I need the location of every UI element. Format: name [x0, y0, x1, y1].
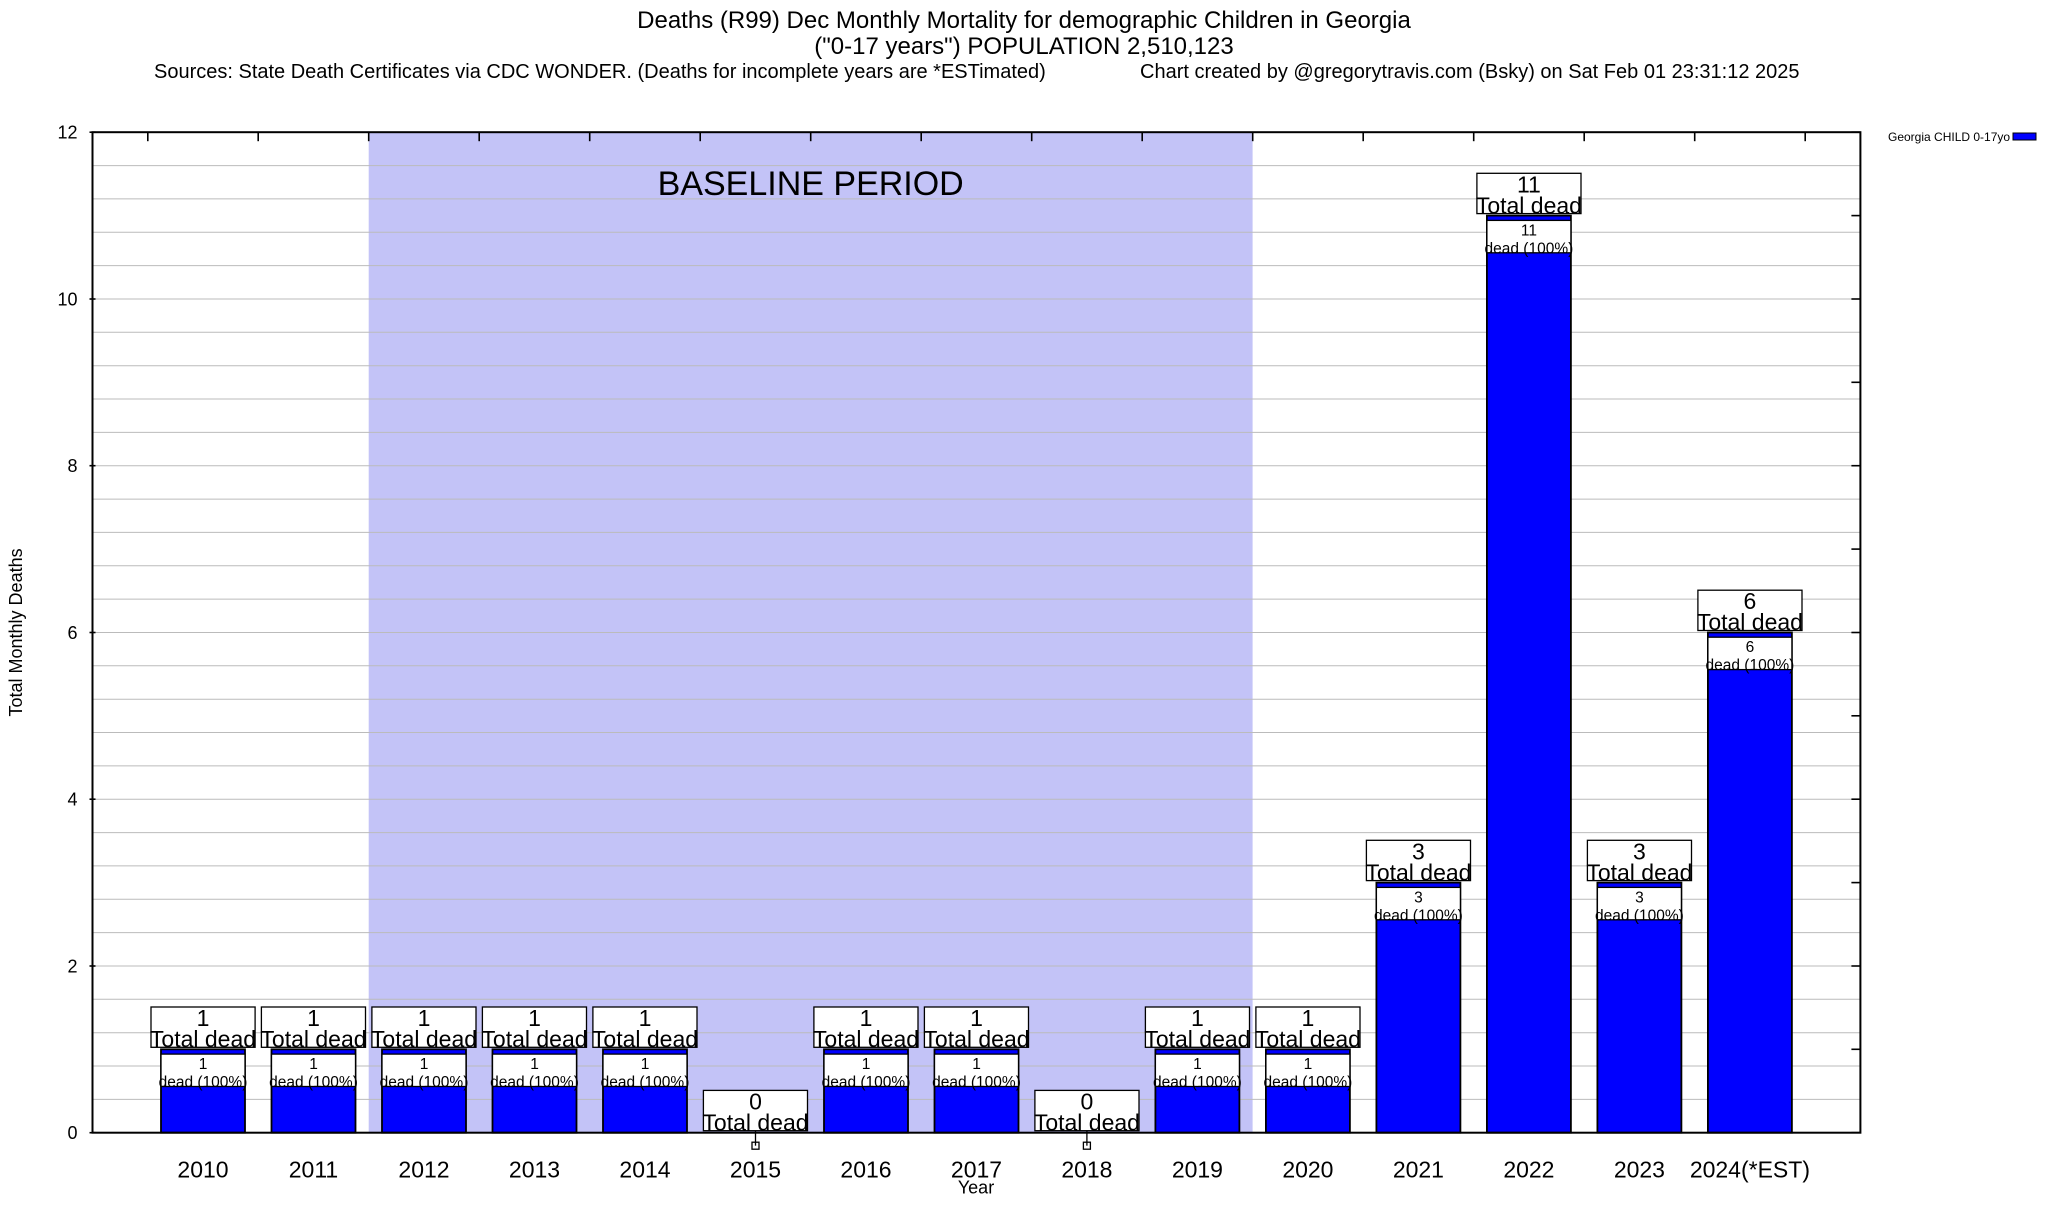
svg-text:6: 6 [1746, 639, 1755, 656]
svg-text:dead (100%): dead (100%) [1374, 907, 1463, 924]
svg-text:3: 3 [1414, 889, 1423, 906]
svg-text:2022: 2022 [1503, 1157, 1554, 1183]
svg-text:Total dead: Total dead [1255, 1026, 1361, 1052]
svg-text:2011: 2011 [289, 1157, 338, 1183]
svg-text:1: 1 [309, 1056, 318, 1073]
svg-text:2013: 2013 [509, 1157, 560, 1183]
svg-text:Georgia CHILD 0-17yo: Georgia CHILD 0-17yo [1888, 130, 2010, 144]
svg-text:dead (100%): dead (100%) [822, 1074, 911, 1091]
svg-text:BASELINE PERIOD: BASELINE PERIOD [658, 165, 964, 203]
svg-text:dead (100%): dead (100%) [1264, 1074, 1353, 1091]
svg-text:3: 3 [1635, 889, 1644, 906]
svg-text:Total dead: Total dead [923, 1026, 1029, 1052]
svg-text:dead (100%): dead (100%) [1595, 907, 1684, 924]
svg-text:Chart created by @gregorytravi: Chart created by @gregorytravis.com (Bsk… [1140, 61, 1800, 83]
svg-text:dead (100%): dead (100%) [490, 1074, 579, 1091]
svg-text:Total dead: Total dead [1144, 1026, 1250, 1052]
svg-text:dead (100%): dead (100%) [601, 1074, 690, 1091]
svg-text:4: 4 [67, 790, 77, 810]
svg-text:1: 1 [972, 1056, 981, 1073]
svg-text:dead (100%): dead (100%) [380, 1074, 469, 1091]
svg-text:1: 1 [530, 1056, 539, 1073]
svg-text:Total dead: Total dead [150, 1026, 256, 1052]
svg-text:("0-17 years") POPULATION 2,51: ("0-17 years") POPULATION 2,510,123 [814, 33, 1233, 60]
svg-text:12: 12 [57, 123, 77, 143]
svg-text:1: 1 [1304, 1056, 1313, 1073]
svg-text:Year: Year [958, 1178, 994, 1198]
svg-text:Total dead: Total dead [813, 1026, 919, 1052]
svg-text:2012: 2012 [398, 1157, 449, 1183]
svg-text:dead (100%): dead (100%) [159, 1074, 248, 1091]
svg-text:2023: 2023 [1614, 1157, 1665, 1183]
svg-text:Total dead: Total dead [1365, 859, 1471, 885]
svg-text:Total dead: Total dead [481, 1026, 587, 1052]
svg-text:1: 1 [862, 1056, 871, 1073]
svg-text:2014: 2014 [619, 1157, 670, 1183]
svg-text:dead (100%): dead (100%) [1706, 657, 1795, 674]
svg-text:Total dead: Total dead [592, 1026, 698, 1052]
svg-text:2020: 2020 [1282, 1157, 1333, 1183]
svg-text:Total dead: Total dead [371, 1026, 477, 1052]
svg-text:dead (100%): dead (100%) [1485, 240, 1574, 257]
svg-text:Sources: State Death Certifica: Sources: State Death Certificates via CD… [154, 61, 1046, 83]
svg-text:Total Monthly Deaths: Total Monthly Deaths [6, 548, 26, 716]
svg-text:6: 6 [67, 623, 77, 643]
svg-text:1: 1 [1193, 1056, 1202, 1073]
svg-text:2010: 2010 [177, 1157, 228, 1183]
svg-text:2021: 2021 [1393, 1157, 1444, 1183]
svg-text:2019: 2019 [1172, 1157, 1223, 1183]
svg-text:8: 8 [67, 456, 77, 476]
svg-text:11: 11 [1521, 222, 1537, 239]
svg-text:dead (100%): dead (100%) [1153, 1074, 1242, 1091]
svg-text:Total dead: Total dead [1586, 859, 1692, 885]
svg-text:2015: 2015 [730, 1157, 781, 1183]
svg-text:10: 10 [57, 290, 77, 310]
svg-text:1: 1 [420, 1056, 429, 1073]
svg-text:2024(*EST): 2024(*EST) [1690, 1157, 1810, 1183]
svg-text:0: 0 [67, 1123, 77, 1143]
svg-text:Total dead: Total dead [260, 1026, 366, 1052]
svg-text:2018: 2018 [1061, 1157, 1112, 1183]
svg-text:2016: 2016 [840, 1157, 891, 1183]
svg-text:1: 1 [641, 1056, 650, 1073]
svg-text:1: 1 [199, 1056, 208, 1073]
svg-text:Total dead: Total dead [1476, 192, 1582, 218]
svg-text:2: 2 [67, 957, 77, 977]
svg-text:dead (100%): dead (100%) [269, 1074, 358, 1091]
svg-text:Total dead: Total dead [1697, 609, 1803, 635]
svg-text:dead (100%): dead (100%) [932, 1074, 1021, 1091]
svg-text:Deaths (R99) Dec Monthly Morta: Deaths (R99) Dec Monthly Mortality for d… [637, 7, 1411, 34]
